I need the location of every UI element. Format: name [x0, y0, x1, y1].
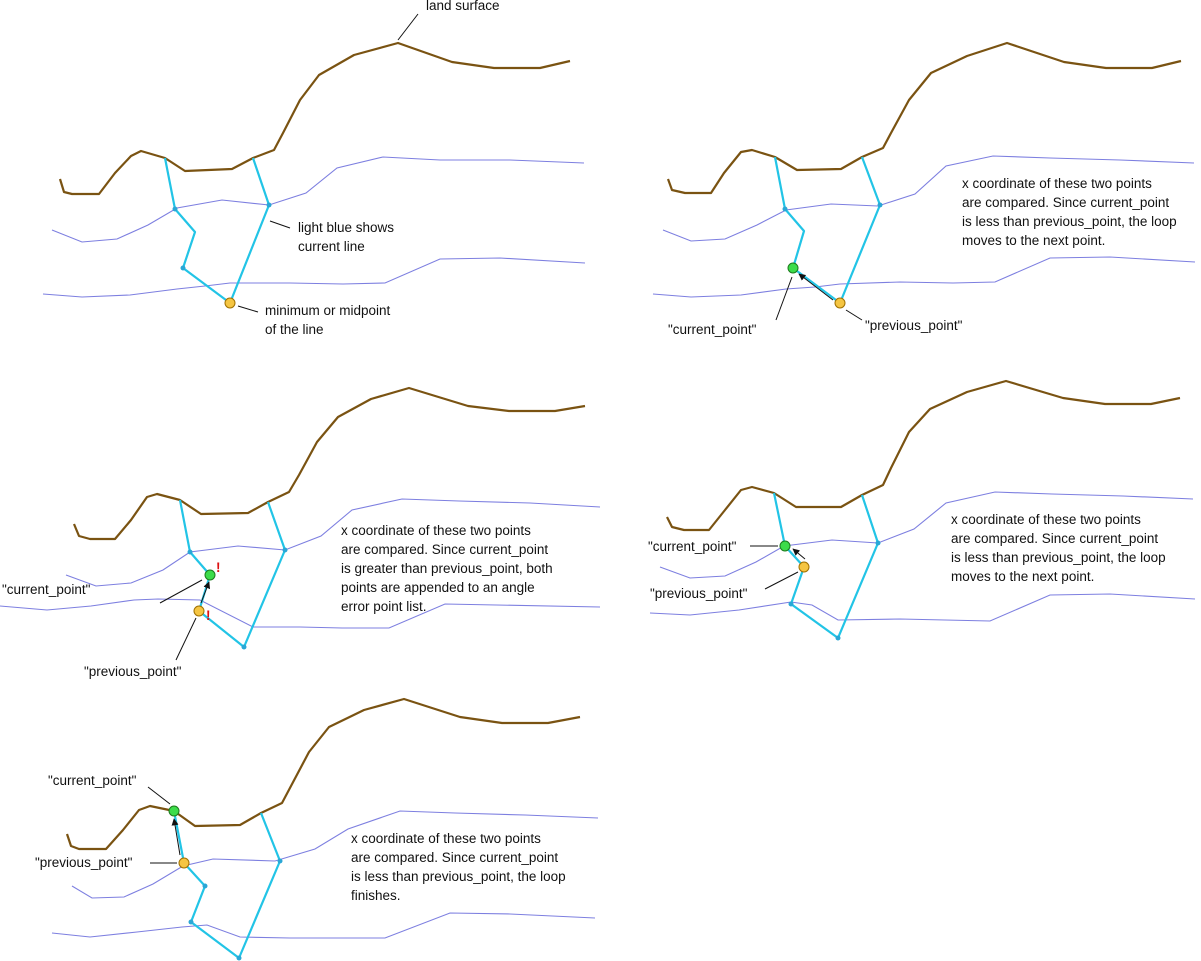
- previous-point-marker: [193, 605, 205, 617]
- comparison-note: is less than previous_point, the loop: [962, 214, 1177, 229]
- comparison-note: x coordinate of these two points: [962, 176, 1152, 191]
- current-point-label: "current_point": [648, 539, 737, 554]
- warning-mark: !: [206, 608, 211, 623]
- comparison-note: x coordinate of these two points: [951, 512, 1141, 527]
- comparison-note: are compared. Since current_point: [951, 531, 1158, 546]
- midpoint-label: of the line: [265, 322, 324, 337]
- land-surface-label: land surface: [426, 0, 500, 13]
- vertex-point: [877, 202, 883, 208]
- contour-line-lower: [0, 598, 601, 629]
- previous-point-marker: [798, 561, 810, 573]
- current-point-label: "current_point": [48, 773, 137, 788]
- comparison-arrow: [200, 581, 211, 604]
- previous-point-marker: [178, 857, 190, 869]
- current-line: [772, 492, 880, 640]
- panel-1: land surface light blue shows current li…: [42, 0, 586, 337]
- comparison-note: error point list.: [341, 599, 427, 614]
- comparison-note: moves to the next point.: [951, 569, 1094, 584]
- current-point-leader: [775, 276, 793, 321]
- panel-2: "current_point" "previous_point" x coord…: [652, 41, 1196, 337]
- current-line: [172, 810, 282, 960]
- vertex-point: [788, 601, 794, 607]
- vertex-point: [282, 547, 288, 553]
- comparison-note: are compared. Since current_point: [962, 195, 1169, 210]
- current-point-label: "current_point": [2, 582, 91, 597]
- comparison-note: x coordinate of these two points: [351, 831, 541, 846]
- contour-line-lower: [51, 912, 596, 939]
- comparison-note: x coordinate of these two points: [341, 523, 531, 538]
- previous-point-marker: [834, 297, 846, 309]
- previous-point-leader: [175, 617, 197, 661]
- land-surface-line: [666, 379, 1181, 532]
- vertex-point: [180, 265, 186, 271]
- line-label-leader: [269, 220, 291, 229]
- comparison-note: is greater than previous_point, both: [341, 561, 553, 576]
- previous-point-leader: [764, 571, 799, 590]
- land-surface-line: [72, 386, 586, 541]
- current-line-label: light blue shows: [298, 220, 394, 235]
- previous-point-label: "previous_point": [35, 855, 133, 870]
- comparison-arrow: [792, 548, 806, 560]
- vertex-point: [241, 644, 247, 650]
- vertex-point: [188, 919, 194, 925]
- current-line: [178, 499, 287, 649]
- current-point-leader: [159, 579, 203, 604]
- vertex-point: [202, 883, 208, 889]
- contour-line-lower: [649, 593, 1196, 622]
- vertex-point: [236, 955, 242, 961]
- panel-3: ! ! "current_point" "previous_point" x c…: [0, 386, 601, 679]
- comparison-note: is less than previous_point, the loop: [951, 550, 1166, 565]
- comparison-note: finishes.: [351, 888, 401, 903]
- vertex-point: [187, 549, 193, 555]
- current-line-label: current line: [298, 239, 365, 254]
- current-point-leader: [147, 786, 171, 805]
- land-label-leader: [397, 13, 419, 41]
- current-point-marker: [168, 805, 180, 817]
- land-surface-line: [666, 41, 1182, 195]
- point-label-leader: [237, 305, 259, 313]
- current-line: [163, 157, 271, 305]
- midpoint-label: minimum or midpoint: [265, 303, 391, 318]
- comparison-arrow: [798, 273, 834, 301]
- previous-point-label: "previous_point": [84, 664, 182, 679]
- contour-line-lower: [652, 256, 1196, 298]
- current-point-marker: [787, 262, 799, 274]
- previous-point-label: "previous_point": [865, 318, 963, 333]
- comparison-note: moves to the next point.: [962, 233, 1105, 248]
- contour-line-upper: [71, 810, 599, 899]
- warning-mark: !: [216, 560, 221, 575]
- current-point-label: "current_point": [668, 322, 757, 337]
- vertex-point: [266, 202, 272, 208]
- land-surface-line: [65, 697, 581, 851]
- current-point-marker: [779, 540, 791, 552]
- previous-point-leader: [845, 309, 863, 321]
- land-surface-line: [58, 41, 571, 196]
- current-point-marker: [204, 569, 216, 581]
- midpoint-marker: [224, 297, 236, 309]
- vertex-point: [782, 206, 788, 212]
- comparison-note: are compared. Since current_point: [341, 542, 548, 557]
- comparison-arrow: [171, 818, 181, 856]
- vertex-point: [875, 540, 881, 546]
- vertex-point: [277, 858, 283, 864]
- previous-point-label: "previous_point": [650, 586, 748, 601]
- contour-line-lower: [42, 257, 586, 298]
- vertex-point: [835, 635, 841, 641]
- comparison-note: points are appended to an angle: [341, 580, 535, 595]
- panel-4: "current_point" "previous_point" x coord…: [648, 379, 1196, 641]
- comparison-note: is less than previous_point, the loop: [351, 869, 566, 884]
- vertex-point: [172, 206, 178, 212]
- panel-5: "current_point" "previous_point" x coord…: [35, 697, 599, 961]
- comparison-note: are compared. Since current_point: [351, 850, 558, 865]
